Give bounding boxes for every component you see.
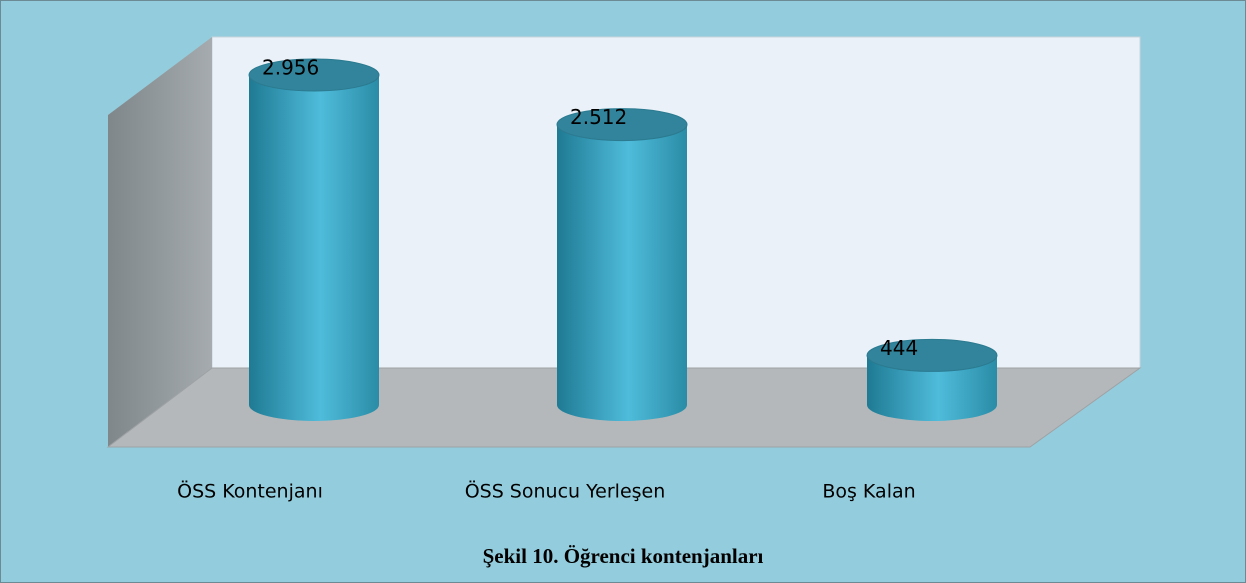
x-tick-label: ÖSS Sonucu Yerleşen	[465, 480, 666, 503]
value-label: 2.956	[262, 56, 319, 80]
cylinder	[249, 75, 379, 421]
side-wall	[108, 37, 212, 447]
value-label: 444	[880, 336, 918, 360]
value-label: 2.512	[570, 105, 627, 129]
cylinder	[867, 355, 997, 421]
x-tick-label: ÖSS Kontenjanı	[177, 480, 323, 503]
cylinder-top	[866, 338, 998, 372]
chart-title: Şekil 10. Öğrenci kontenjanları	[483, 544, 764, 568]
cylinder	[557, 124, 687, 421]
x-tick-label: Boş Kalan	[822, 481, 915, 503]
cylinder-top	[248, 58, 380, 92]
cylinder-top	[556, 108, 688, 142]
